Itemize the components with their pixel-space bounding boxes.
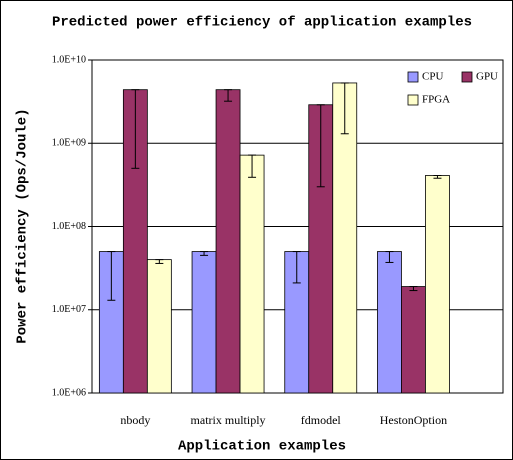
error-bar xyxy=(155,259,164,264)
x-tick-label: HestonOption xyxy=(380,413,447,427)
bar xyxy=(146,259,172,394)
error-bar xyxy=(433,174,442,179)
error-bar xyxy=(385,251,394,263)
legend-label: CPU xyxy=(422,71,443,83)
bar xyxy=(425,175,450,394)
x-tick-label: matrix multiply xyxy=(191,413,266,427)
error-bar xyxy=(409,286,418,292)
bar xyxy=(215,89,241,394)
error-bar xyxy=(292,251,301,284)
legend-label: GPU xyxy=(476,71,498,83)
bar xyxy=(332,82,358,394)
bar xyxy=(191,251,217,394)
x-tick-label: nbody xyxy=(120,413,150,427)
x-axis-label: Application examples xyxy=(178,439,346,455)
legend-swatch xyxy=(407,94,419,106)
x-tick-label: fdmodel xyxy=(301,413,342,427)
bar xyxy=(239,154,265,394)
bar xyxy=(377,251,402,394)
error-bar xyxy=(107,251,116,301)
y-tick-label: 1.0E+09 xyxy=(52,138,86,149)
error-bar xyxy=(248,154,257,178)
y-tick-label: 1.0E+06 xyxy=(52,387,86,398)
y-tick-label: 1.0E+10 xyxy=(52,54,86,65)
bar xyxy=(401,286,426,394)
error-bar xyxy=(340,82,349,135)
bar xyxy=(98,251,124,394)
chart-title: Predicted power efficiency of applicatio… xyxy=(52,15,472,31)
y-tick-label: 1.0E+08 xyxy=(52,221,86,232)
error-bar xyxy=(316,104,325,188)
legend-label: FPGA xyxy=(422,94,450,106)
y-tick-label: 1.0E+07 xyxy=(52,304,86,315)
legend-swatch xyxy=(407,71,419,83)
y-axis-label: Power efficiency (Ops/Joule) xyxy=(15,108,31,343)
legend-swatch xyxy=(461,71,473,83)
error-bar xyxy=(224,89,233,102)
error-bar xyxy=(200,251,209,256)
error-bar xyxy=(131,89,140,169)
